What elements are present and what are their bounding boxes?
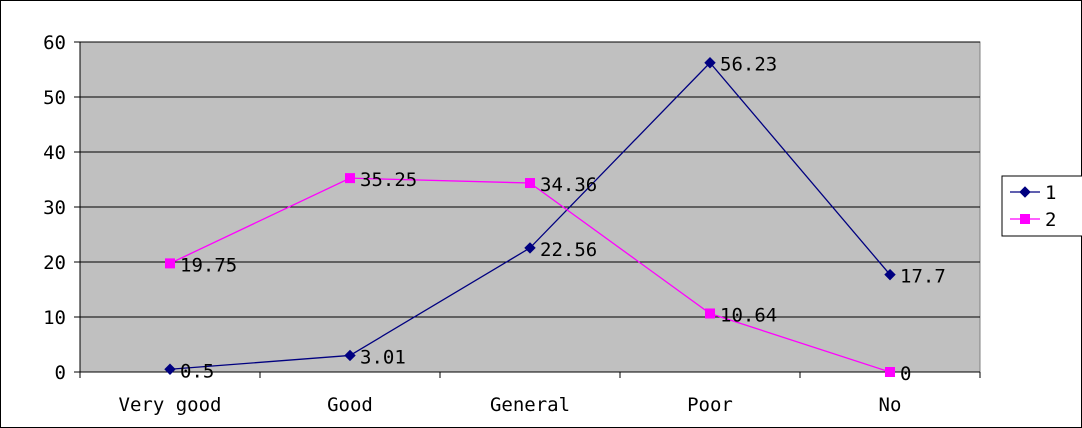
y-tick-label: 0 <box>55 362 66 384</box>
data-point <box>705 308 715 319</box>
data-label: 22.56 <box>540 239 597 261</box>
legend-box <box>1001 175 1082 237</box>
data-point <box>164 363 176 375</box>
x-axis-ticks: Very good Good General Poor No <box>79 372 981 416</box>
x-tick-label: Very good <box>119 394 222 416</box>
data-point <box>525 178 535 189</box>
x-tick-label: General <box>490 394 570 416</box>
data-point <box>1019 186 1031 198</box>
legend: 12 <box>1001 175 1082 237</box>
data-label: 10.64 <box>720 304 777 326</box>
x-tick-label: Poor <box>687 394 733 416</box>
legend-label: 2 <box>1045 209 1056 231</box>
data-point <box>345 173 355 184</box>
y-tick-label: 10 <box>43 307 66 329</box>
y-tick-label: 20 <box>43 252 66 274</box>
data-point <box>884 268 896 281</box>
data-point <box>344 349 356 362</box>
series-2: 19.75 35.25 34.36 10.64 0 <box>165 169 911 385</box>
data-point <box>885 367 895 377</box>
data-point <box>165 258 175 269</box>
series-1: 0.5 3.01 22.56 56.23 17.7 <box>164 54 946 382</box>
data-label: 17.7 <box>900 266 946 288</box>
legend-label: 1 <box>1045 182 1056 204</box>
data-label: 56.23 <box>720 54 777 76</box>
y-tick-label: 50 <box>43 87 66 109</box>
data-label: 3.01 <box>360 346 406 368</box>
data-label: 34.36 <box>540 174 597 196</box>
y-tick-label: 60 <box>43 32 66 54</box>
data-point <box>1020 214 1030 224</box>
data-label: 35.25 <box>360 169 417 191</box>
data-point <box>524 242 536 254</box>
legend-item-2: 2 <box>1010 209 1056 231</box>
y-tick-label: 40 <box>43 142 66 164</box>
gridlines <box>80 41 980 318</box>
y-tick-label: 30 <box>43 197 66 219</box>
y-axis-ticks: 0 10 20 30 40 50 60 <box>43 32 80 384</box>
x-tick-label: Good <box>327 394 373 416</box>
data-point <box>704 57 716 69</box>
data-label: 19.75 <box>180 254 237 276</box>
data-label: 0.5 <box>180 360 214 382</box>
series-group: 0.5 3.01 22.56 56.23 17.7 19.75 35.25 34.36 10.6… <box>164 54 946 385</box>
data-label: 0 <box>900 363 911 385</box>
x-tick-label: No <box>879 394 902 416</box>
legend-item-1: 1 <box>1010 182 1056 204</box>
